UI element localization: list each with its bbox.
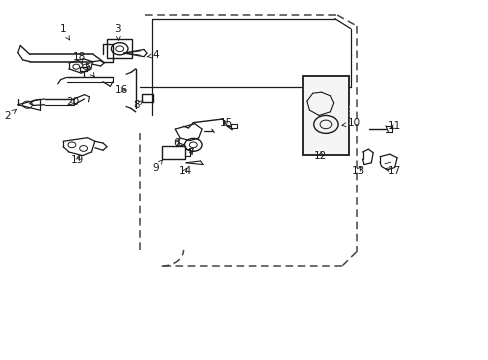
- Bar: [107, 40, 132, 58]
- Text: 16: 16: [115, 85, 128, 95]
- Text: 6: 6: [173, 139, 180, 148]
- Text: 13: 13: [351, 166, 364, 176]
- Text: 20: 20: [66, 97, 79, 107]
- Text: 11: 11: [387, 121, 401, 131]
- Text: 12: 12: [313, 150, 326, 161]
- Text: 10: 10: [341, 118, 361, 128]
- Text: 5: 5: [84, 63, 94, 77]
- Text: 8: 8: [133, 100, 142, 111]
- Bar: [303, 76, 348, 155]
- Bar: [142, 94, 153, 102]
- Bar: [161, 145, 184, 159]
- Text: 7: 7: [187, 148, 194, 158]
- Text: 15: 15: [219, 118, 232, 128]
- Bar: [231, 125, 237, 128]
- Text: 4: 4: [146, 50, 159, 60]
- Text: 9: 9: [152, 160, 162, 173]
- Text: 2: 2: [5, 109, 17, 121]
- Text: 14: 14: [178, 166, 191, 176]
- Text: 19: 19: [71, 155, 84, 165]
- Text: 1: 1: [60, 24, 69, 40]
- Text: 18: 18: [73, 52, 86, 65]
- Text: 17: 17: [385, 166, 401, 176]
- Text: 3: 3: [114, 24, 121, 40]
